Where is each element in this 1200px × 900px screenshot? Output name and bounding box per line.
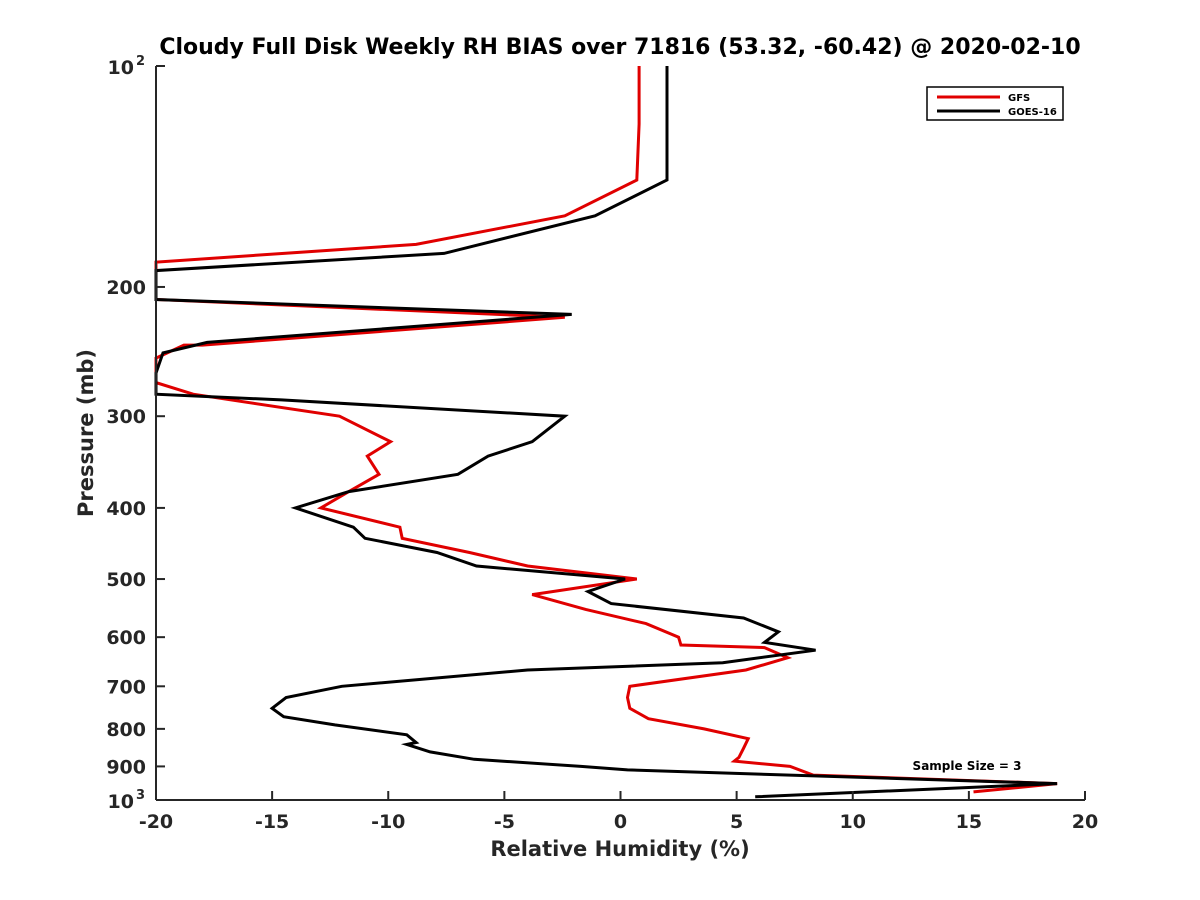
y-tick-label: 800 bbox=[106, 719, 146, 741]
series-layer bbox=[154, 66, 1058, 799]
x-tick-label: 15 bbox=[956, 811, 982, 833]
chart-title: Cloudy Full Disk Weekly RH BIAS over 718… bbox=[159, 35, 1080, 60]
y-tick-label: 300 bbox=[106, 406, 146, 428]
y-tick-label: 600 bbox=[106, 627, 146, 649]
legend-box bbox=[926, 86, 1064, 121]
y-tick-label: 900 bbox=[106, 756, 146, 778]
ticks-layer: -20 -15 -10 -5 0 5 10 15 20 200 300 400 500 600 700 800… bbox=[106, 54, 1098, 833]
x-tick-label: 10 bbox=[840, 811, 866, 833]
sample-size-annotation: Sample Size = 3 bbox=[913, 759, 1022, 773]
y-tick-label-top-exponent: 2 bbox=[136, 54, 145, 69]
x-tick-label: -15 bbox=[255, 811, 289, 833]
x-tick-label: -5 bbox=[494, 811, 515, 833]
legend-label: GOES-16 bbox=[1008, 107, 1057, 118]
x-tick-label: 20 bbox=[1072, 811, 1098, 833]
y-tick-label-bottom: 10 bbox=[108, 791, 134, 813]
x-tick-label: -10 bbox=[371, 811, 405, 833]
x-tick-label: -20 bbox=[139, 811, 173, 833]
legend: GFS GOES-16 bbox=[926, 86, 1064, 121]
x-axis-label: Relative Humidity (%) bbox=[490, 837, 749, 861]
y-tick-label: 500 bbox=[106, 569, 146, 591]
legend-label: GFS bbox=[1008, 93, 1030, 104]
y-tick-label: 200 bbox=[106, 277, 146, 299]
y-tick-label-top: 10 bbox=[108, 57, 134, 79]
y-tick-label-bottom-exponent: 3 bbox=[136, 788, 145, 803]
x-tick-label: 0 bbox=[614, 811, 627, 833]
y-tick-label: 400 bbox=[106, 498, 146, 520]
series-line-gfs bbox=[154, 66, 1058, 794]
series-line-goes-16 bbox=[154, 66, 1058, 799]
y-tick-label: 700 bbox=[106, 676, 146, 698]
y-axis-label: Pressure (mb) bbox=[74, 349, 98, 517]
x-tick-label: 5 bbox=[730, 811, 743, 833]
